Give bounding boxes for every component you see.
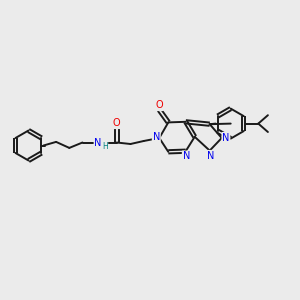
Text: H: H: [102, 142, 108, 151]
Text: N: N: [222, 133, 230, 143]
Text: O: O: [155, 100, 163, 110]
Text: O: O: [113, 118, 121, 128]
Text: N: N: [153, 132, 160, 142]
Text: N: N: [207, 151, 214, 161]
Text: N: N: [183, 151, 190, 161]
Text: N: N: [94, 137, 102, 148]
